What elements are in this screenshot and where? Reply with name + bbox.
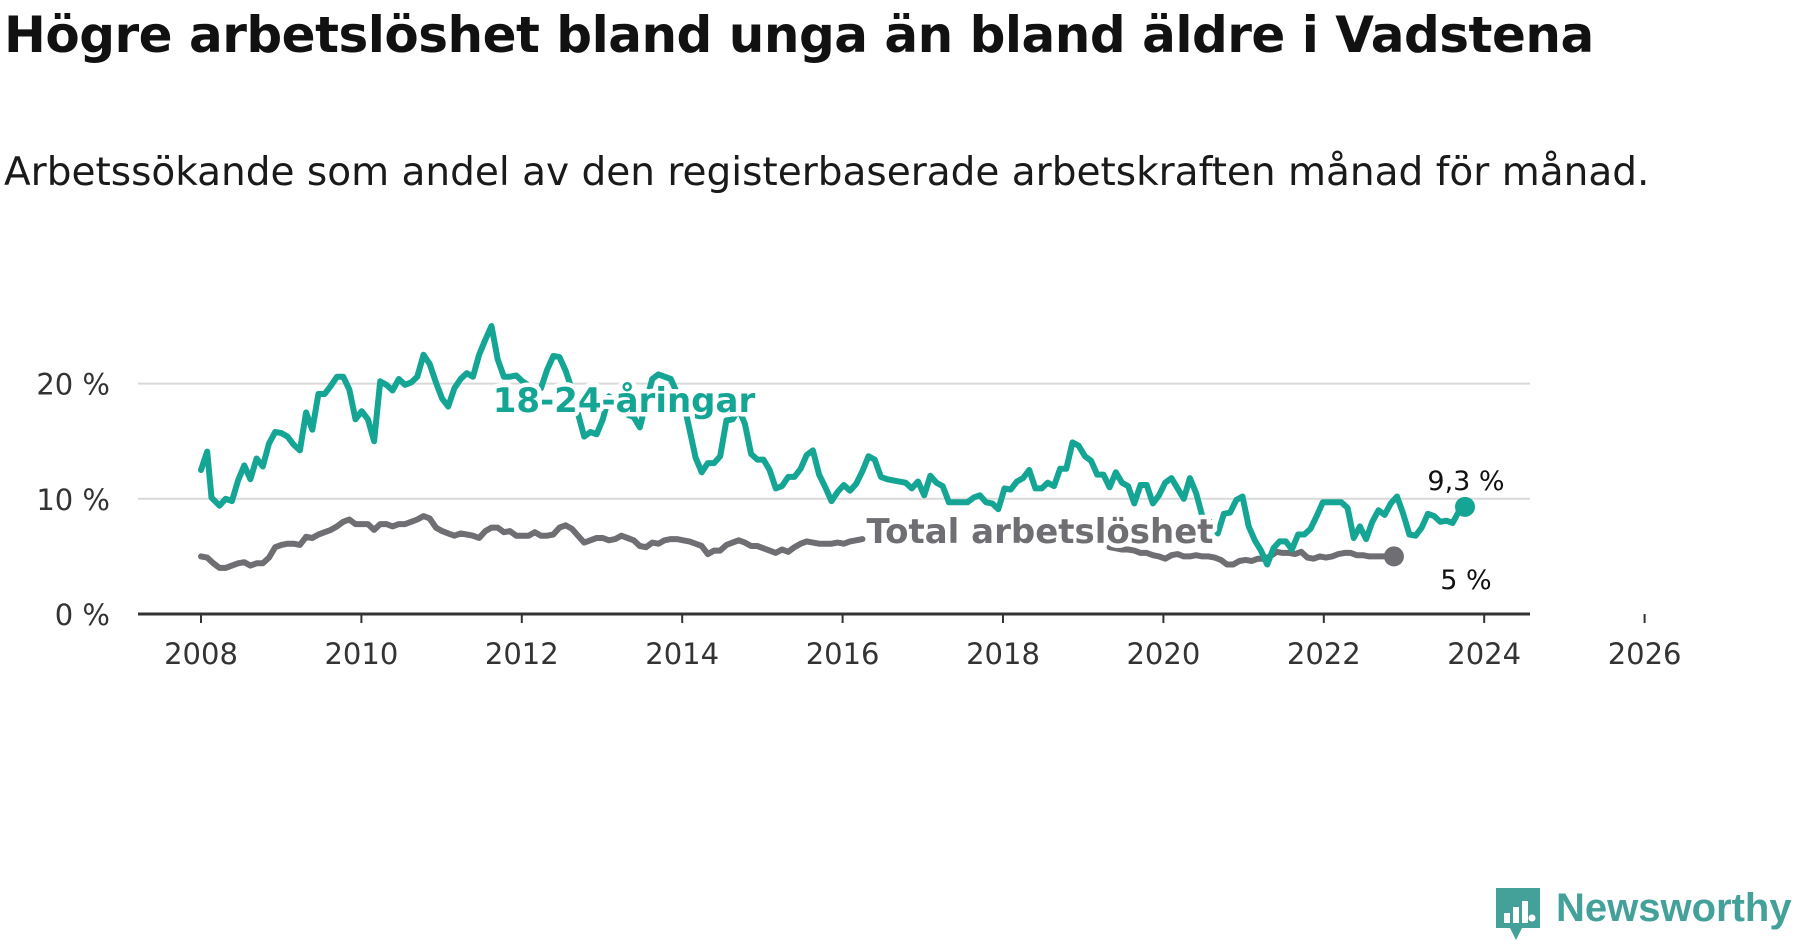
youth-series-end-point bbox=[1455, 496, 1475, 517]
total-series-line bbox=[198, 513, 866, 571]
page-title: Högre arbetslöshet bland unga än bland ä… bbox=[4, 6, 1594, 64]
youth-series-label-halo: 18-24-åringar bbox=[493, 381, 756, 421]
y-tick-label: 0 % bbox=[55, 598, 110, 632]
x-tick-label: 2010 bbox=[324, 637, 398, 671]
y-tick-label: 10 % bbox=[36, 483, 110, 517]
youth-end-label: 9,3 % bbox=[1427, 466, 1504, 497]
total-series-line bbox=[1106, 544, 1397, 568]
x-tick-label: 2012 bbox=[485, 637, 559, 671]
x-tick-label: 2018 bbox=[966, 637, 1040, 671]
total-series-label: Total arbetslöshet bbox=[866, 512, 1213, 552]
x-tick-label: 2020 bbox=[1126, 637, 1200, 671]
x-tick-label: 2024 bbox=[1447, 637, 1521, 671]
x-tick-label: 2022 bbox=[1287, 637, 1361, 671]
youth-series-line bbox=[198, 323, 1468, 568]
x-tick-label: 2026 bbox=[1608, 637, 1682, 671]
newsworthy-logo[interactable]: Newsworthy bbox=[1492, 886, 1792, 944]
x-tick-label: 2016 bbox=[806, 637, 880, 671]
total-end-label: 5 % bbox=[1440, 565, 1491, 596]
total-series-end-point bbox=[1383, 546, 1404, 567]
youth-series-label: 18-24-åringar bbox=[493, 381, 756, 421]
y-tick-label: 20 % bbox=[36, 368, 110, 402]
chart-subtitle: Arbetssökande som andel av den registerb… bbox=[4, 150, 1650, 195]
x-tick-label: 2014 bbox=[645, 637, 719, 671]
total-series-label-halo: Total arbetslöshet bbox=[866, 512, 1213, 552]
newsworthy-logo-icon bbox=[1496, 888, 1540, 940]
x-tick-label: 2008 bbox=[164, 637, 238, 671]
newsworthy-logo-text: Newsworthy bbox=[1556, 886, 1792, 930]
